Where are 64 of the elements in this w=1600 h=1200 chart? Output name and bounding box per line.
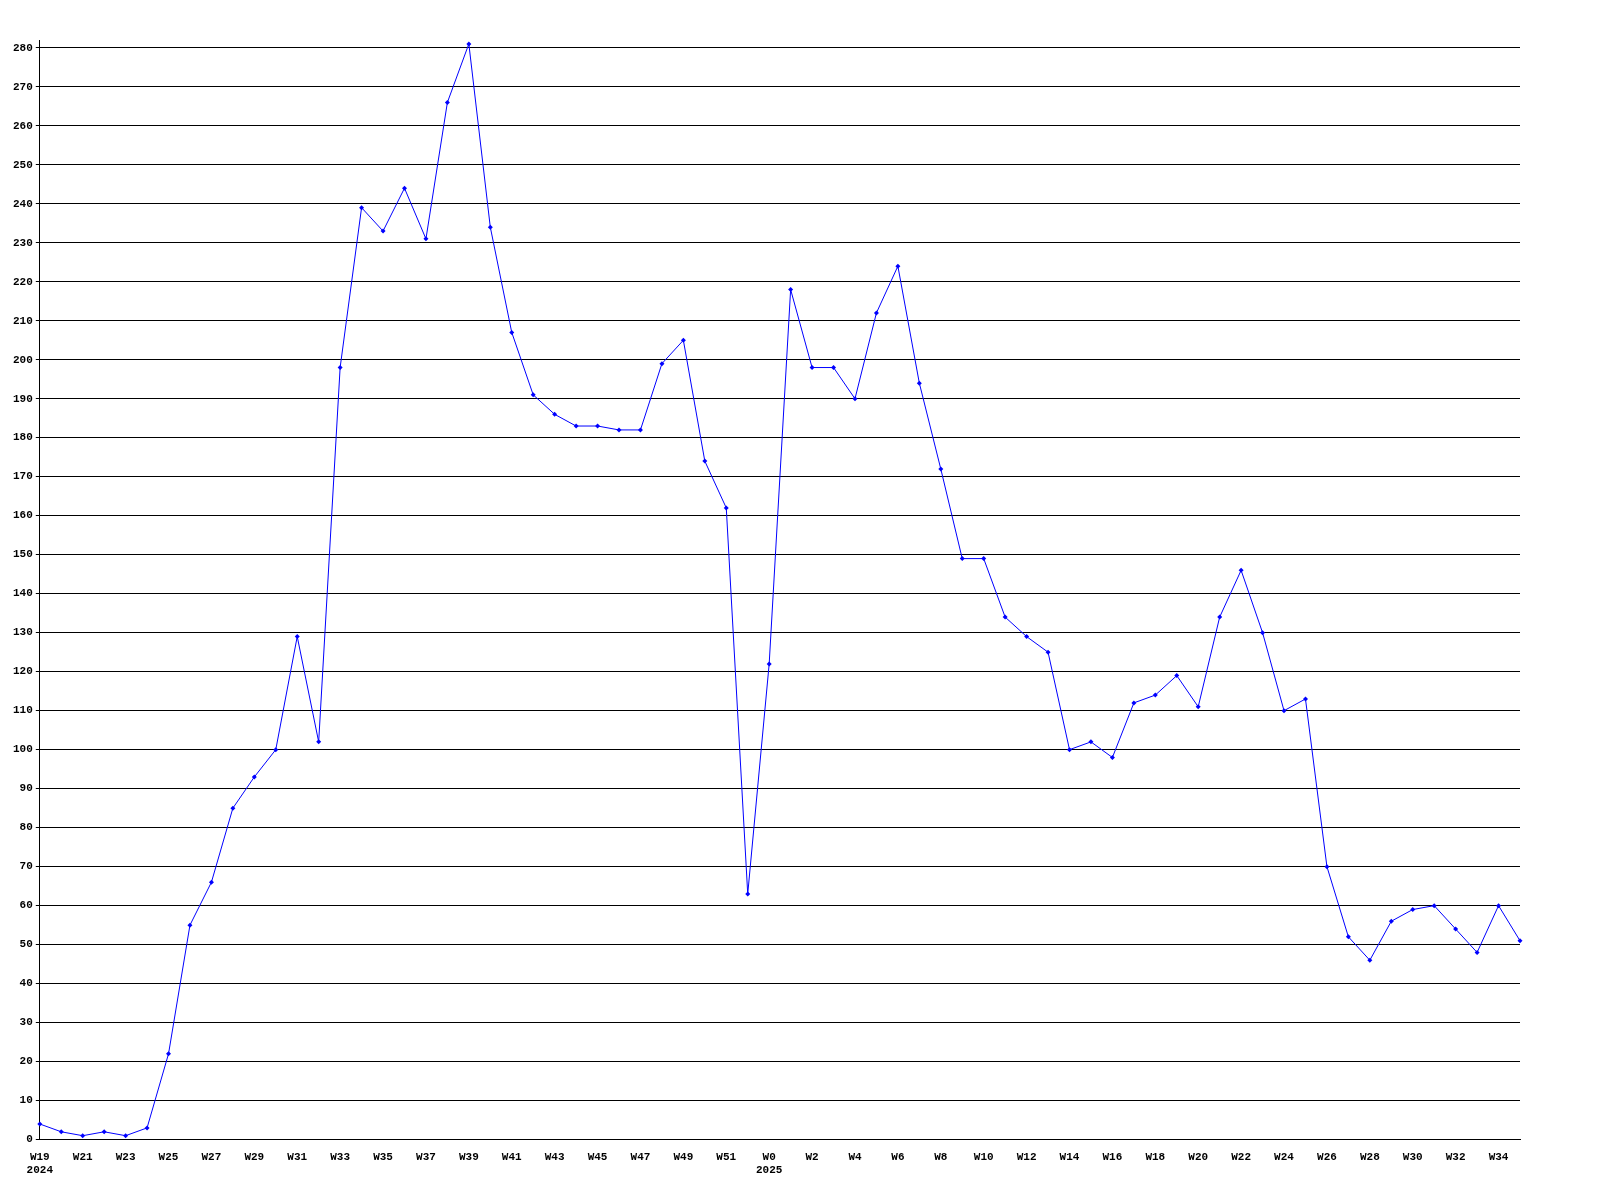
y-tick-label: 0: [26, 1133, 33, 1146]
x-tick-label: W37: [416, 1150, 436, 1163]
x-tick-label: W20: [1188, 1150, 1209, 1163]
y-tick-label: 20: [19, 1055, 33, 1068]
x-tick-label: W27: [201, 1150, 222, 1163]
y-tick-label: 10: [19, 1094, 33, 1107]
y-tick-label: 60: [19, 899, 33, 912]
x-tick-label: W33: [330, 1150, 351, 1163]
x-tick-label: W51: [716, 1150, 737, 1163]
y-tick-label: 40: [19, 977, 33, 990]
x-tick-label: W32: [1445, 1150, 1466, 1163]
x-tick-label: W26: [1317, 1150, 1337, 1163]
y-tick-label: 210: [12, 314, 33, 327]
x-tick-label: W49: [673, 1150, 694, 1163]
x-tick-label: W6: [891, 1150, 905, 1163]
x-tick-label: W16: [1102, 1150, 1123, 1163]
x-tick-label: W18: [1145, 1150, 1166, 1163]
x-tick-label: W12: [1016, 1150, 1037, 1163]
y-tick-label: 260: [12, 119, 33, 132]
y-tick-label: 250: [12, 158, 33, 171]
x-tick-label: W14: [1059, 1150, 1080, 1163]
y-tick-label: 70: [19, 860, 33, 873]
x-tick-label: W31: [287, 1150, 308, 1163]
x-tick-label: W45: [587, 1150, 608, 1163]
x-tick-label: W8: [934, 1150, 948, 1163]
y-tick-label: 30: [19, 1016, 33, 1029]
x-tick-label: W39: [458, 1150, 479, 1163]
y-tick-label: 140: [12, 587, 33, 600]
x-tick-label: W4: [848, 1150, 862, 1163]
x-tick-label: W10: [973, 1150, 994, 1163]
x-tick-label: W0 2025: [755, 1150, 783, 1177]
y-tick-label: 230: [12, 236, 33, 249]
y-tick-label: 160: [12, 509, 33, 522]
y-tick-label: 190: [12, 392, 33, 405]
x-tick-label: W25: [158, 1150, 179, 1163]
x-tick-label: W47: [630, 1150, 651, 1163]
x-tick-label: W35: [373, 1150, 394, 1163]
y-tick-label: 280: [12, 41, 33, 54]
y-tick-label: 150: [12, 548, 33, 561]
x-tick-label: W21: [72, 1150, 93, 1163]
y-tick-label: 200: [12, 353, 33, 366]
y-tick-label: 90: [19, 782, 33, 795]
x-tick-label: W2: [805, 1150, 819, 1163]
x-tick-label: W19 2024: [26, 1150, 54, 1177]
x-tick-label: W28: [1359, 1150, 1381, 1163]
y-tick-label: 220: [12, 275, 33, 288]
x-tick-label: W41: [501, 1150, 523, 1163]
y-tick-label: 50: [19, 938, 33, 951]
y-tick-label: 110: [12, 704, 33, 717]
y-tick-label: 240: [12, 197, 33, 210]
y-tick-label: 100: [12, 743, 33, 756]
x-tick-label: W24: [1274, 1150, 1295, 1163]
x-tick-label: W23: [115, 1150, 136, 1163]
y-tick-label: 270: [12, 80, 33, 93]
x-tick-label: W34: [1488, 1150, 1509, 1163]
x-tick-label: W30: [1402, 1150, 1423, 1163]
x-tick-label: W22: [1231, 1150, 1252, 1163]
y-tick-label: 180: [12, 431, 33, 444]
y-tick-label: 120: [12, 665, 33, 678]
y-tick-label: 80: [19, 821, 33, 834]
y-tick-label: 170: [12, 470, 33, 483]
y-tick-label: 130: [12, 626, 33, 639]
x-tick-label: W43: [544, 1150, 565, 1163]
x-tick-label: W29: [244, 1150, 265, 1163]
